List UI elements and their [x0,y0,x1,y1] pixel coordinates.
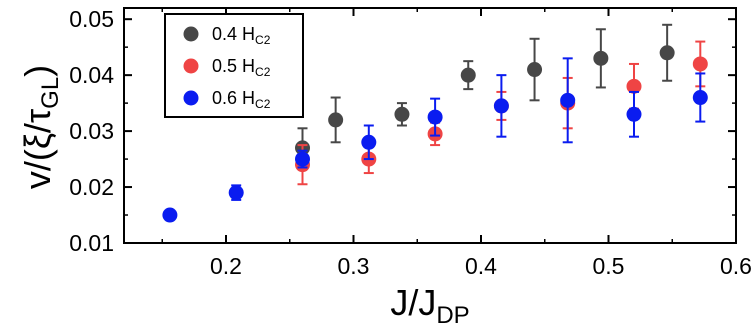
y-tick-label: 0.05 [69,6,114,32]
data-point [692,90,708,106]
x-tick-label: 0.2 [210,253,242,279]
data-point [394,106,410,122]
x-tick-label: 0.5 [593,253,625,279]
legend-label: 0.6 HC2 [212,88,271,111]
data-point [295,151,310,167]
legend: 0.4 HC2 0.5 HC2 0.6 HC2 [164,13,304,118]
x-tick-label: 0.6 [720,253,752,279]
plot-frame [123,7,737,244]
series-1 [295,23,675,169]
y-tick-label: 0.04 [69,62,114,88]
data-point [493,98,509,114]
series-3 [162,57,708,223]
y-tick-label: 0.01 [69,230,114,256]
legend-label: 0.4 HC2 [212,24,271,47]
data-point [162,207,178,223]
legend-label: 0.5 HC2 [212,56,271,79]
y-axis-title: v/(ξ/τGL) [17,65,64,189]
y-tick-label: 0.02 [69,174,114,200]
legend-marker [183,90,199,106]
data-marks [162,23,708,223]
y-tick-label: 0.03 [69,118,114,144]
data-point [692,56,708,72]
legend-marker [183,58,199,74]
data-point [527,62,543,78]
data-point [361,134,377,150]
data-point [659,45,675,61]
data-point [427,109,443,125]
data-point [626,106,642,122]
x-tick-label: 0.3 [338,253,370,279]
data-point [626,78,642,94]
x-tick-label: 0.4 [465,253,497,279]
data-point [593,50,609,66]
x-axis-title: J/JDP [390,282,469,327]
data-point [560,92,576,108]
plot-axes: 0.2 0.3 0.4 0.5 0.6 0.01 0.02 0.03 0.04 0.05 [69,6,752,279]
data-point [228,185,244,201]
legend-marker [183,26,199,42]
data-point [460,67,476,83]
data-point [328,112,344,128]
